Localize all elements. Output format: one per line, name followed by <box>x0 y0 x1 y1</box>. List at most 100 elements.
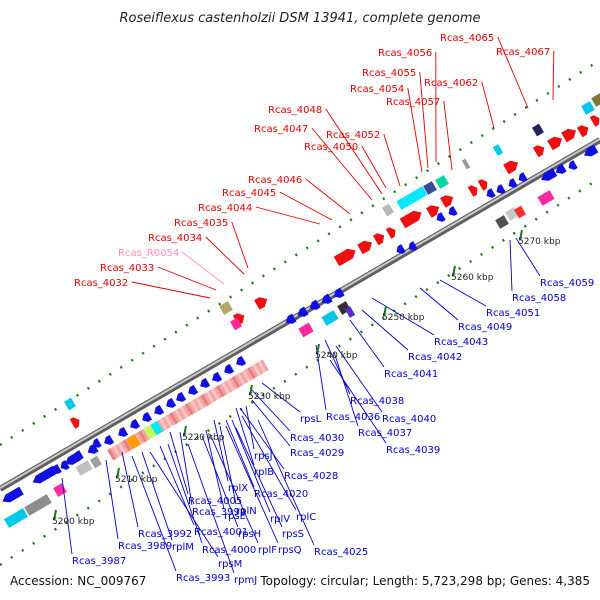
gene-label: rplM <box>172 542 194 553</box>
gene-forward <box>589 115 600 127</box>
tick-mark <box>519 229 523 241</box>
callout-leader-line <box>443 100 453 171</box>
callout-leader-line <box>324 339 351 395</box>
gene-label: Rcas_4041 <box>384 369 438 380</box>
gene-label: rpsL <box>300 414 322 425</box>
gene-label: Rcas_4035 <box>174 218 228 229</box>
gene-label: Rcas_4032 <box>74 278 128 289</box>
callout-leader-line <box>141 451 173 541</box>
gene-feature-colored <box>514 205 526 219</box>
gene-label: Rcas_4054 <box>350 84 404 95</box>
gene-forward <box>547 136 563 151</box>
gene-reverse <box>518 172 528 182</box>
gene-forward <box>477 179 488 191</box>
callout-leader-line <box>305 178 351 215</box>
gene-feature-colored <box>321 310 339 326</box>
callout-leader-line <box>61 477 73 555</box>
gene-forward <box>69 417 80 429</box>
gene-label: rpsJ <box>254 451 273 462</box>
gene-label: rplN <box>236 506 257 517</box>
callout-leader-line <box>251 399 291 447</box>
gene-reverse <box>87 443 99 454</box>
gene-label: Rcas_4028 <box>284 471 338 482</box>
gene-feature-colored <box>298 322 314 338</box>
callout-leader-line <box>213 419 229 482</box>
callout-leader-line <box>105 459 119 540</box>
gene-label: rpsE <box>224 511 246 522</box>
callout-leader-line <box>335 345 383 413</box>
gene-label: Rcas_4051 <box>486 308 540 319</box>
callout-leader-line <box>121 451 139 528</box>
callout-leader-line <box>361 145 387 189</box>
callout-leader-line <box>239 407 285 470</box>
gene-label: Rcas_4037 <box>358 428 412 439</box>
gene-reverse <box>176 391 187 402</box>
gene-label: Rcas_4059 <box>540 278 594 289</box>
gene-feature-colored <box>537 190 555 206</box>
gene-reverse <box>130 418 141 429</box>
tick-mark <box>383 305 387 317</box>
gene-label: Rcas_4020 <box>254 489 308 500</box>
gene-reverse <box>188 384 199 395</box>
gene-reverse <box>508 178 518 188</box>
callout-leader-line <box>245 405 255 450</box>
gene-label: Rcas_4048 <box>268 105 322 116</box>
tick-mark <box>249 384 253 396</box>
gene-feature-colored <box>435 175 449 189</box>
gene-label: Rcas_4000 <box>202 545 256 556</box>
tick-label: 5270 kbp <box>518 237 561 247</box>
gene-label: rpsQ <box>278 545 302 556</box>
tick-label: 5230 kbp <box>248 392 291 402</box>
gene-features <box>2 93 600 528</box>
gene-feature-colored <box>344 306 356 318</box>
gene-label: Rcas_4056 <box>378 48 432 59</box>
gene-reverse <box>142 411 153 422</box>
gene-reverse <box>104 434 115 445</box>
callout-leader-line <box>201 435 239 528</box>
gene-forward <box>426 205 440 218</box>
gene-feature-colored <box>3 508 29 528</box>
callout-leader-line <box>329 359 387 444</box>
callout-leader-line <box>419 287 459 321</box>
gene-forward <box>576 125 589 138</box>
gene-forward <box>385 227 396 239</box>
gene-label: Rcas_4042 <box>408 352 462 363</box>
gene-label: rplV <box>270 514 290 525</box>
tick-label: 5240 kbp <box>315 351 358 361</box>
callout-leader-line <box>157 266 217 291</box>
callout-leader-line <box>225 419 255 488</box>
callout-leader-line <box>311 127 373 201</box>
gene-reverse <box>52 464 62 474</box>
gene-label: Rcas_3987 <box>72 556 126 567</box>
callout-leader-line <box>169 431 189 495</box>
gene-reverse <box>448 206 458 216</box>
callout-leader-line <box>419 71 429 169</box>
gene-feature-colored <box>591 93 600 107</box>
callout-leader-line <box>231 221 249 269</box>
inner-dotted-track <box>0 176 600 567</box>
gene-reverse <box>212 371 223 382</box>
outer-dotted-track <box>0 58 600 447</box>
tick-label: 5260 kbp <box>451 273 494 283</box>
callout-leader-line <box>249 387 291 432</box>
gene-label: Rcas_4005 <box>188 496 242 507</box>
gene-reverse <box>568 160 578 170</box>
gene-feature-colored <box>532 123 544 137</box>
gene-label: Rcas_4038 <box>350 396 404 407</box>
callout-leader-line <box>515 237 541 277</box>
gene-reverse <box>92 438 102 448</box>
callout-leader-line <box>497 36 529 109</box>
gene-label: Rcas_4049 <box>458 322 512 333</box>
gene-label: rplC <box>296 512 316 523</box>
gene-label: Rcas_3989 <box>118 541 172 552</box>
gene-label: Rcas_4040 <box>382 414 436 425</box>
callout-leader-line <box>187 443 235 574</box>
ribosomal-operon-block <box>107 359 269 461</box>
tick-label: 5210 kbp <box>115 475 158 485</box>
callout-leader-line <box>131 281 211 299</box>
gene-label: rpsH <box>238 529 261 540</box>
callout-leader-line <box>179 431 193 506</box>
gene-forward <box>503 160 519 175</box>
